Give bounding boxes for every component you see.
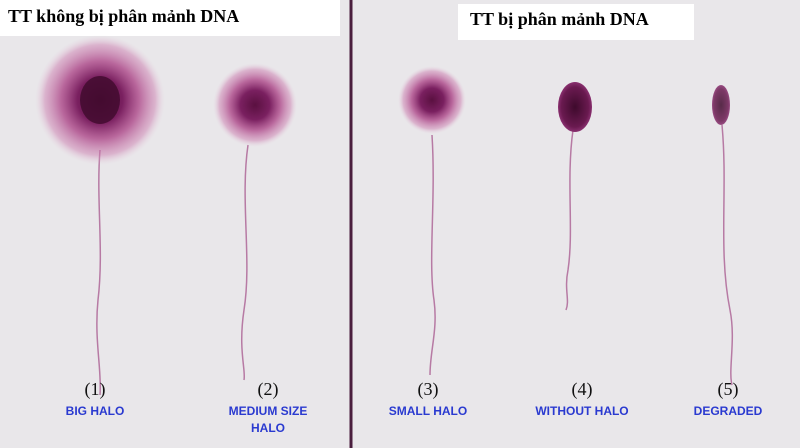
sperm-head (558, 82, 592, 132)
cell-number: (2) (258, 379, 279, 400)
cell-label: WITHOUT HALO (535, 404, 628, 418)
cell-label: MEDIUM SIZE (229, 404, 308, 418)
halo (213, 63, 297, 147)
cell-number: (5) (718, 379, 739, 400)
header-left: TT không bị phân mảnh DNA (8, 6, 239, 26)
sperm-head (712, 85, 730, 125)
cell-number: (4) (572, 379, 593, 400)
header-right: TT bị phân mảnh DNA (470, 9, 649, 29)
sperm-head (80, 76, 120, 124)
cell-label: DEGRADED (694, 404, 763, 418)
tails (96, 124, 734, 396)
cell-label: SMALL HALO (389, 404, 467, 418)
cell-number: (3) (418, 379, 439, 400)
header-box (458, 4, 694, 40)
halo (398, 66, 466, 134)
cell-label: BIG HALO (66, 404, 125, 418)
cell-label: HALO (251, 421, 285, 435)
cell-number: (1) (85, 379, 106, 400)
header-box (0, 0, 340, 36)
